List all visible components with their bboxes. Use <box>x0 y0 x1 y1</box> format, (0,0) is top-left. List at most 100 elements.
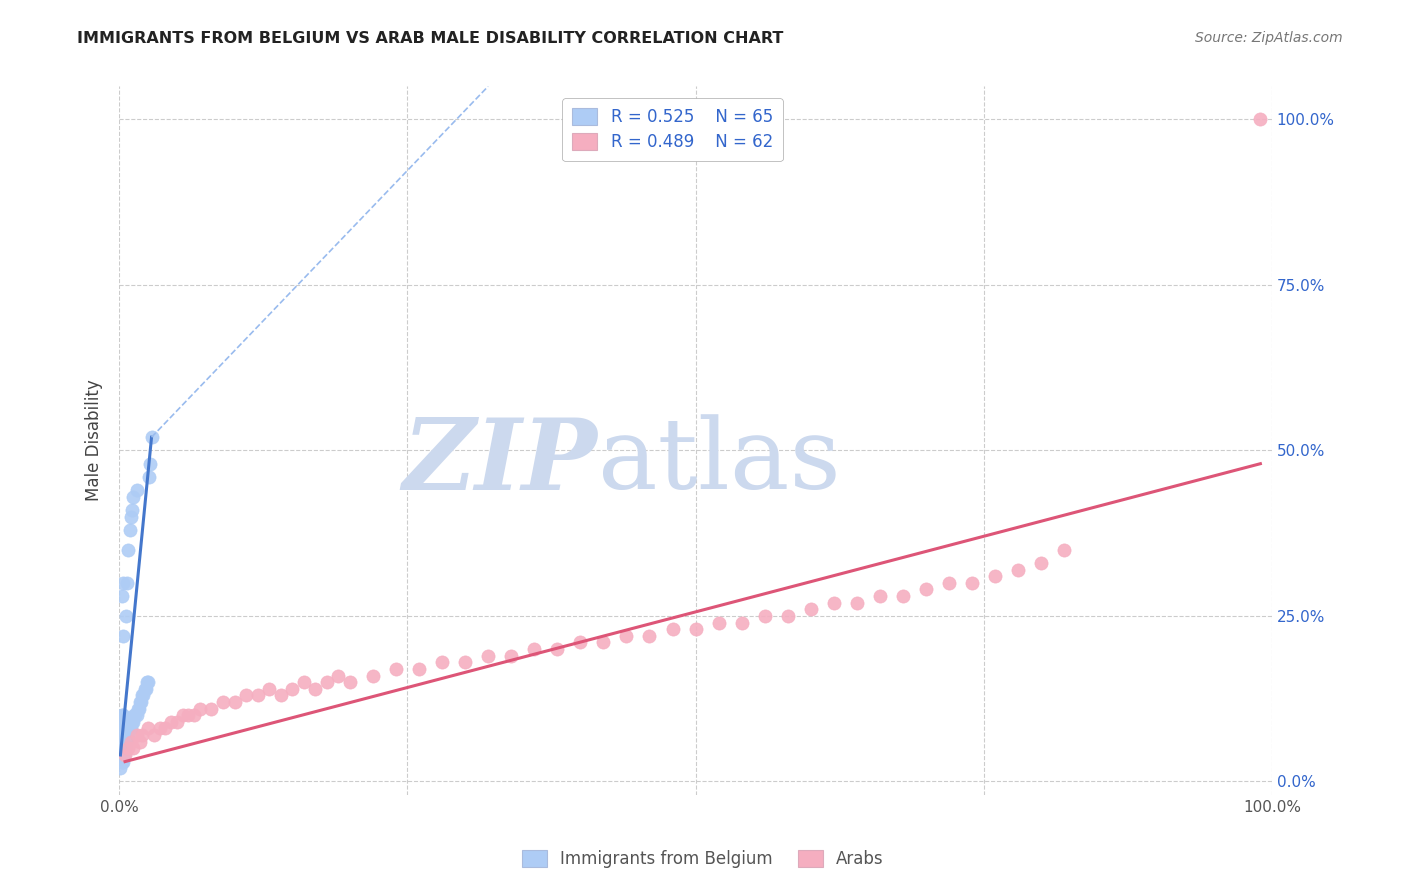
Point <box>136 675 159 690</box>
Point <box>110 708 132 723</box>
Point <box>129 695 152 709</box>
Point <box>117 722 139 736</box>
Point <box>731 615 754 630</box>
Point <box>110 747 132 762</box>
Point <box>915 582 938 597</box>
Point <box>1031 556 1053 570</box>
Point <box>385 662 408 676</box>
Point <box>111 728 134 742</box>
Point <box>166 714 188 729</box>
Text: IMMIGRANTS FROM BELGIUM VS ARAB MALE DISABILITY CORRELATION CHART: IMMIGRANTS FROM BELGIUM VS ARAB MALE DIS… <box>77 31 783 46</box>
Point <box>111 708 134 723</box>
Point <box>112 722 135 736</box>
Point <box>124 708 146 723</box>
Point <box>235 689 257 703</box>
Point <box>188 701 211 715</box>
Legend: R = 0.525    N = 65, R = 0.489    N = 62: R = 0.525 N = 65, R = 0.489 N = 62 <box>562 98 783 161</box>
Point <box>546 642 568 657</box>
Point <box>117 741 139 756</box>
Point <box>183 708 205 723</box>
Point <box>114 722 136 736</box>
Point <box>110 761 132 775</box>
Point <box>134 681 156 696</box>
Point <box>122 490 145 504</box>
Point <box>281 681 304 696</box>
Point <box>845 596 868 610</box>
Point <box>120 509 142 524</box>
Point <box>114 735 136 749</box>
Point <box>408 662 430 676</box>
Point <box>121 714 143 729</box>
Point <box>121 503 143 517</box>
Point <box>160 714 183 729</box>
Point <box>111 575 134 590</box>
Point <box>246 689 269 703</box>
Point <box>114 728 136 742</box>
Point <box>212 695 235 709</box>
Text: ZIP: ZIP <box>402 414 598 510</box>
Point <box>112 714 135 729</box>
Point <box>224 695 246 709</box>
Point <box>685 622 707 636</box>
Y-axis label: Male Disability: Male Disability <box>86 380 103 501</box>
Point <box>132 689 155 703</box>
Point <box>938 575 960 590</box>
Point <box>118 523 141 537</box>
Point <box>616 629 638 643</box>
Point <box>430 655 453 669</box>
Point <box>149 722 172 736</box>
Point <box>112 735 135 749</box>
Point <box>304 681 326 696</box>
Point <box>122 708 145 723</box>
Point <box>111 741 134 756</box>
Point <box>172 708 194 723</box>
Point <box>155 722 177 736</box>
Point <box>120 722 142 736</box>
Point <box>110 714 132 729</box>
Point <box>960 575 983 590</box>
Point <box>111 722 134 736</box>
Point <box>569 635 592 649</box>
Point <box>292 675 315 690</box>
Point <box>112 741 135 756</box>
Point <box>138 470 160 484</box>
Point <box>120 735 142 749</box>
Point <box>257 681 280 696</box>
Point <box>114 747 136 762</box>
Point <box>823 596 845 610</box>
Point <box>125 483 148 498</box>
Point <box>139 457 162 471</box>
Point <box>361 668 384 682</box>
Point <box>110 741 132 756</box>
Point <box>117 722 139 736</box>
Point <box>869 589 891 603</box>
Point <box>111 714 134 729</box>
Point <box>1249 112 1271 127</box>
Point <box>131 689 153 703</box>
Point <box>111 755 134 769</box>
Point <box>131 728 153 742</box>
Point <box>111 747 134 762</box>
Point <box>117 542 139 557</box>
Point <box>110 589 132 603</box>
Point <box>984 569 1007 583</box>
Point <box>112 728 135 742</box>
Point <box>129 735 152 749</box>
Point <box>339 675 361 690</box>
Point <box>477 648 499 663</box>
Point <box>501 648 523 663</box>
Point <box>112 747 135 762</box>
Point <box>754 609 776 624</box>
Point <box>114 741 136 756</box>
Point <box>122 741 145 756</box>
Point <box>891 589 914 603</box>
Point <box>142 728 165 742</box>
Point <box>115 728 138 742</box>
Point <box>592 635 614 649</box>
Point <box>110 755 132 769</box>
Point <box>661 622 683 636</box>
Point <box>1053 542 1076 557</box>
Point <box>128 701 150 715</box>
Point <box>111 735 134 749</box>
Point <box>800 602 823 616</box>
